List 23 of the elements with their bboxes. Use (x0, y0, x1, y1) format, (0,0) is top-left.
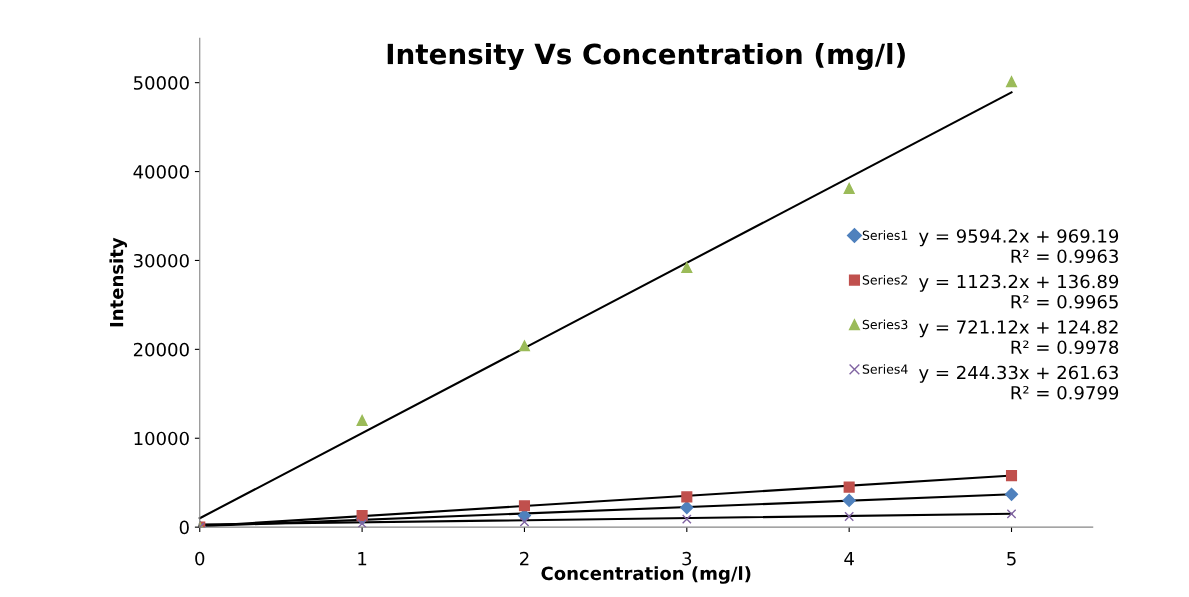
y-tick-label: 0 (179, 520, 189, 535)
annotation: y = 9594.2x + 969.19 R² = 0.9963 (918, 229, 1119, 264)
chart-title: Intensity Vs Concentration (mg/l) (387, 42, 905, 71)
x-axis-title: Concentration (mg/l) (541, 566, 751, 584)
legend-label: Series1 (862, 230, 908, 241)
x-tick-label: 1 (358, 552, 367, 566)
y-tick-label: 50000 (133, 76, 189, 90)
x-tick-label: 3 (682, 551, 692, 566)
annotation: y = 721.12x + 124.82 R² = 0.9978 (918, 320, 1119, 355)
x-tick-label: 2 (520, 551, 529, 566)
legend-label: Series2 (862, 274, 908, 285)
x-tick-label: 0 (195, 551, 205, 566)
x-tick-label: 4 (844, 552, 854, 566)
legend-label: Series4 (862, 364, 908, 374)
legend-label: Series3 (862, 319, 908, 330)
x-tick-label: 5 (1007, 552, 1016, 566)
y-axis-title: Intensity (109, 237, 128, 327)
y-tick-label: 30000 (133, 253, 189, 268)
annotation: y = 1123.2x + 136.89 R² = 0.9965 (918, 274, 1119, 309)
y-tick-label: 40000 (133, 165, 189, 179)
y-tick-label: 20000 (133, 342, 189, 357)
annotation: y = 244.33x + 261.63 R² = 0.9799 (918, 365, 1119, 400)
y-tick-label: 10000 (134, 431, 189, 446)
